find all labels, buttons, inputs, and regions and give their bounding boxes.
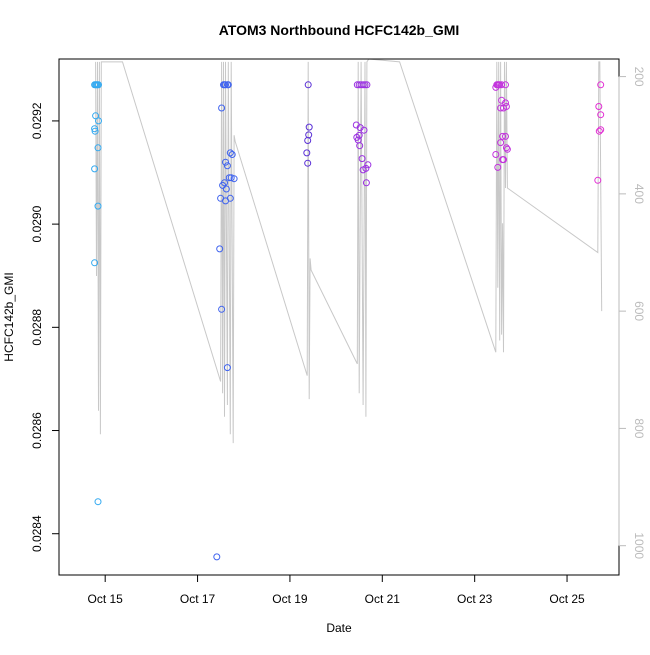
pressure-trace-line bbox=[95, 59, 603, 444]
data-point bbox=[91, 127, 99, 135]
data-point bbox=[94, 144, 102, 152]
data-points-layer bbox=[91, 81, 605, 561]
data-point bbox=[497, 104, 505, 112]
data-point bbox=[597, 81, 605, 89]
data-point bbox=[218, 104, 226, 112]
x-axis-label: Date bbox=[326, 621, 352, 635]
data-point bbox=[595, 127, 603, 135]
data-point bbox=[597, 111, 605, 119]
y2-tick-label: 200 bbox=[632, 67, 646, 87]
data-point bbox=[359, 166, 367, 174]
data-point bbox=[594, 176, 602, 184]
data-point bbox=[597, 126, 605, 134]
y2-tick-label: 400 bbox=[632, 184, 646, 204]
x-tick-label: Oct 21 bbox=[365, 592, 401, 606]
data-point bbox=[497, 139, 505, 147]
data-point bbox=[219, 181, 227, 189]
data-point bbox=[216, 245, 224, 253]
x-tick-label: Oct 17 bbox=[180, 592, 216, 606]
x-tick-label: Oct 23 bbox=[457, 592, 493, 606]
data-point bbox=[361, 81, 369, 89]
data-point bbox=[305, 123, 313, 131]
data-point bbox=[228, 151, 236, 158]
y-tick-label: 0.0290 bbox=[30, 205, 44, 242]
y-tick-label: 0.0292 bbox=[30, 102, 44, 139]
data-point bbox=[218, 305, 226, 313]
data-point bbox=[364, 161, 372, 169]
data-point bbox=[227, 174, 235, 182]
data-point bbox=[94, 202, 102, 210]
chart-title: ATOM3 Northbound HCFC142b_GMI bbox=[219, 22, 460, 38]
data-point bbox=[358, 155, 366, 163]
y-axis-label: HCFC142b_GMI bbox=[2, 272, 16, 361]
data-point bbox=[494, 163, 502, 171]
data-point bbox=[359, 81, 367, 89]
data-point bbox=[304, 137, 312, 144]
x-tick-label: Oct 25 bbox=[549, 592, 585, 606]
pressure-trace-layer bbox=[95, 59, 603, 444]
x-tick-label: Oct 15 bbox=[88, 592, 124, 606]
data-point bbox=[222, 158, 229, 166]
data-point bbox=[222, 197, 229, 205]
y2-tick-label: 600 bbox=[632, 301, 646, 321]
y-tick-label: 0.0286 bbox=[30, 412, 44, 449]
data-point bbox=[500, 104, 507, 112]
data-point bbox=[222, 81, 229, 89]
data-point bbox=[223, 162, 231, 170]
axes-layer: Oct 15 Oct 17 Oct 19 Oct 21 Oct 23 Oct 25 0.02… bbox=[30, 58, 646, 606]
data-point bbox=[303, 149, 311, 157]
data-point bbox=[304, 81, 312, 89]
data-point bbox=[225, 174, 233, 182]
data-point bbox=[499, 132, 507, 140]
data-point bbox=[503, 145, 511, 153]
data-point bbox=[92, 112, 100, 120]
data-point bbox=[94, 498, 102, 506]
data-point bbox=[499, 156, 507, 164]
data-point bbox=[213, 553, 221, 561]
plot-frame bbox=[58, 58, 620, 576]
data-point bbox=[91, 165, 99, 173]
y-tick-label: 0.0284 bbox=[30, 515, 44, 552]
data-point bbox=[360, 126, 368, 134]
data-point bbox=[230, 175, 238, 183]
data-point bbox=[223, 364, 231, 372]
y2-tick-label: 800 bbox=[632, 418, 646, 438]
data-point bbox=[95, 81, 102, 89]
y2-tick-label: 1000 bbox=[632, 532, 646, 559]
y-tick-label: 0.0288 bbox=[30, 309, 44, 346]
data-point bbox=[492, 151, 500, 158]
x-tick-label: Oct 19 bbox=[272, 592, 308, 606]
data-point bbox=[363, 81, 371, 89]
data-point bbox=[595, 103, 603, 110]
data-point bbox=[91, 259, 99, 267]
data-point bbox=[356, 142, 364, 150]
data-point bbox=[91, 125, 99, 133]
data-point bbox=[226, 149, 234, 157]
data-point bbox=[502, 81, 509, 89]
data-point bbox=[502, 144, 510, 152]
data-point bbox=[502, 132, 509, 140]
data-point bbox=[95, 117, 102, 125]
data-point bbox=[498, 81, 506, 89]
data-point bbox=[362, 179, 370, 187]
data-point bbox=[224, 81, 232, 89]
data-point bbox=[304, 159, 312, 167]
data-point bbox=[222, 185, 230, 193]
